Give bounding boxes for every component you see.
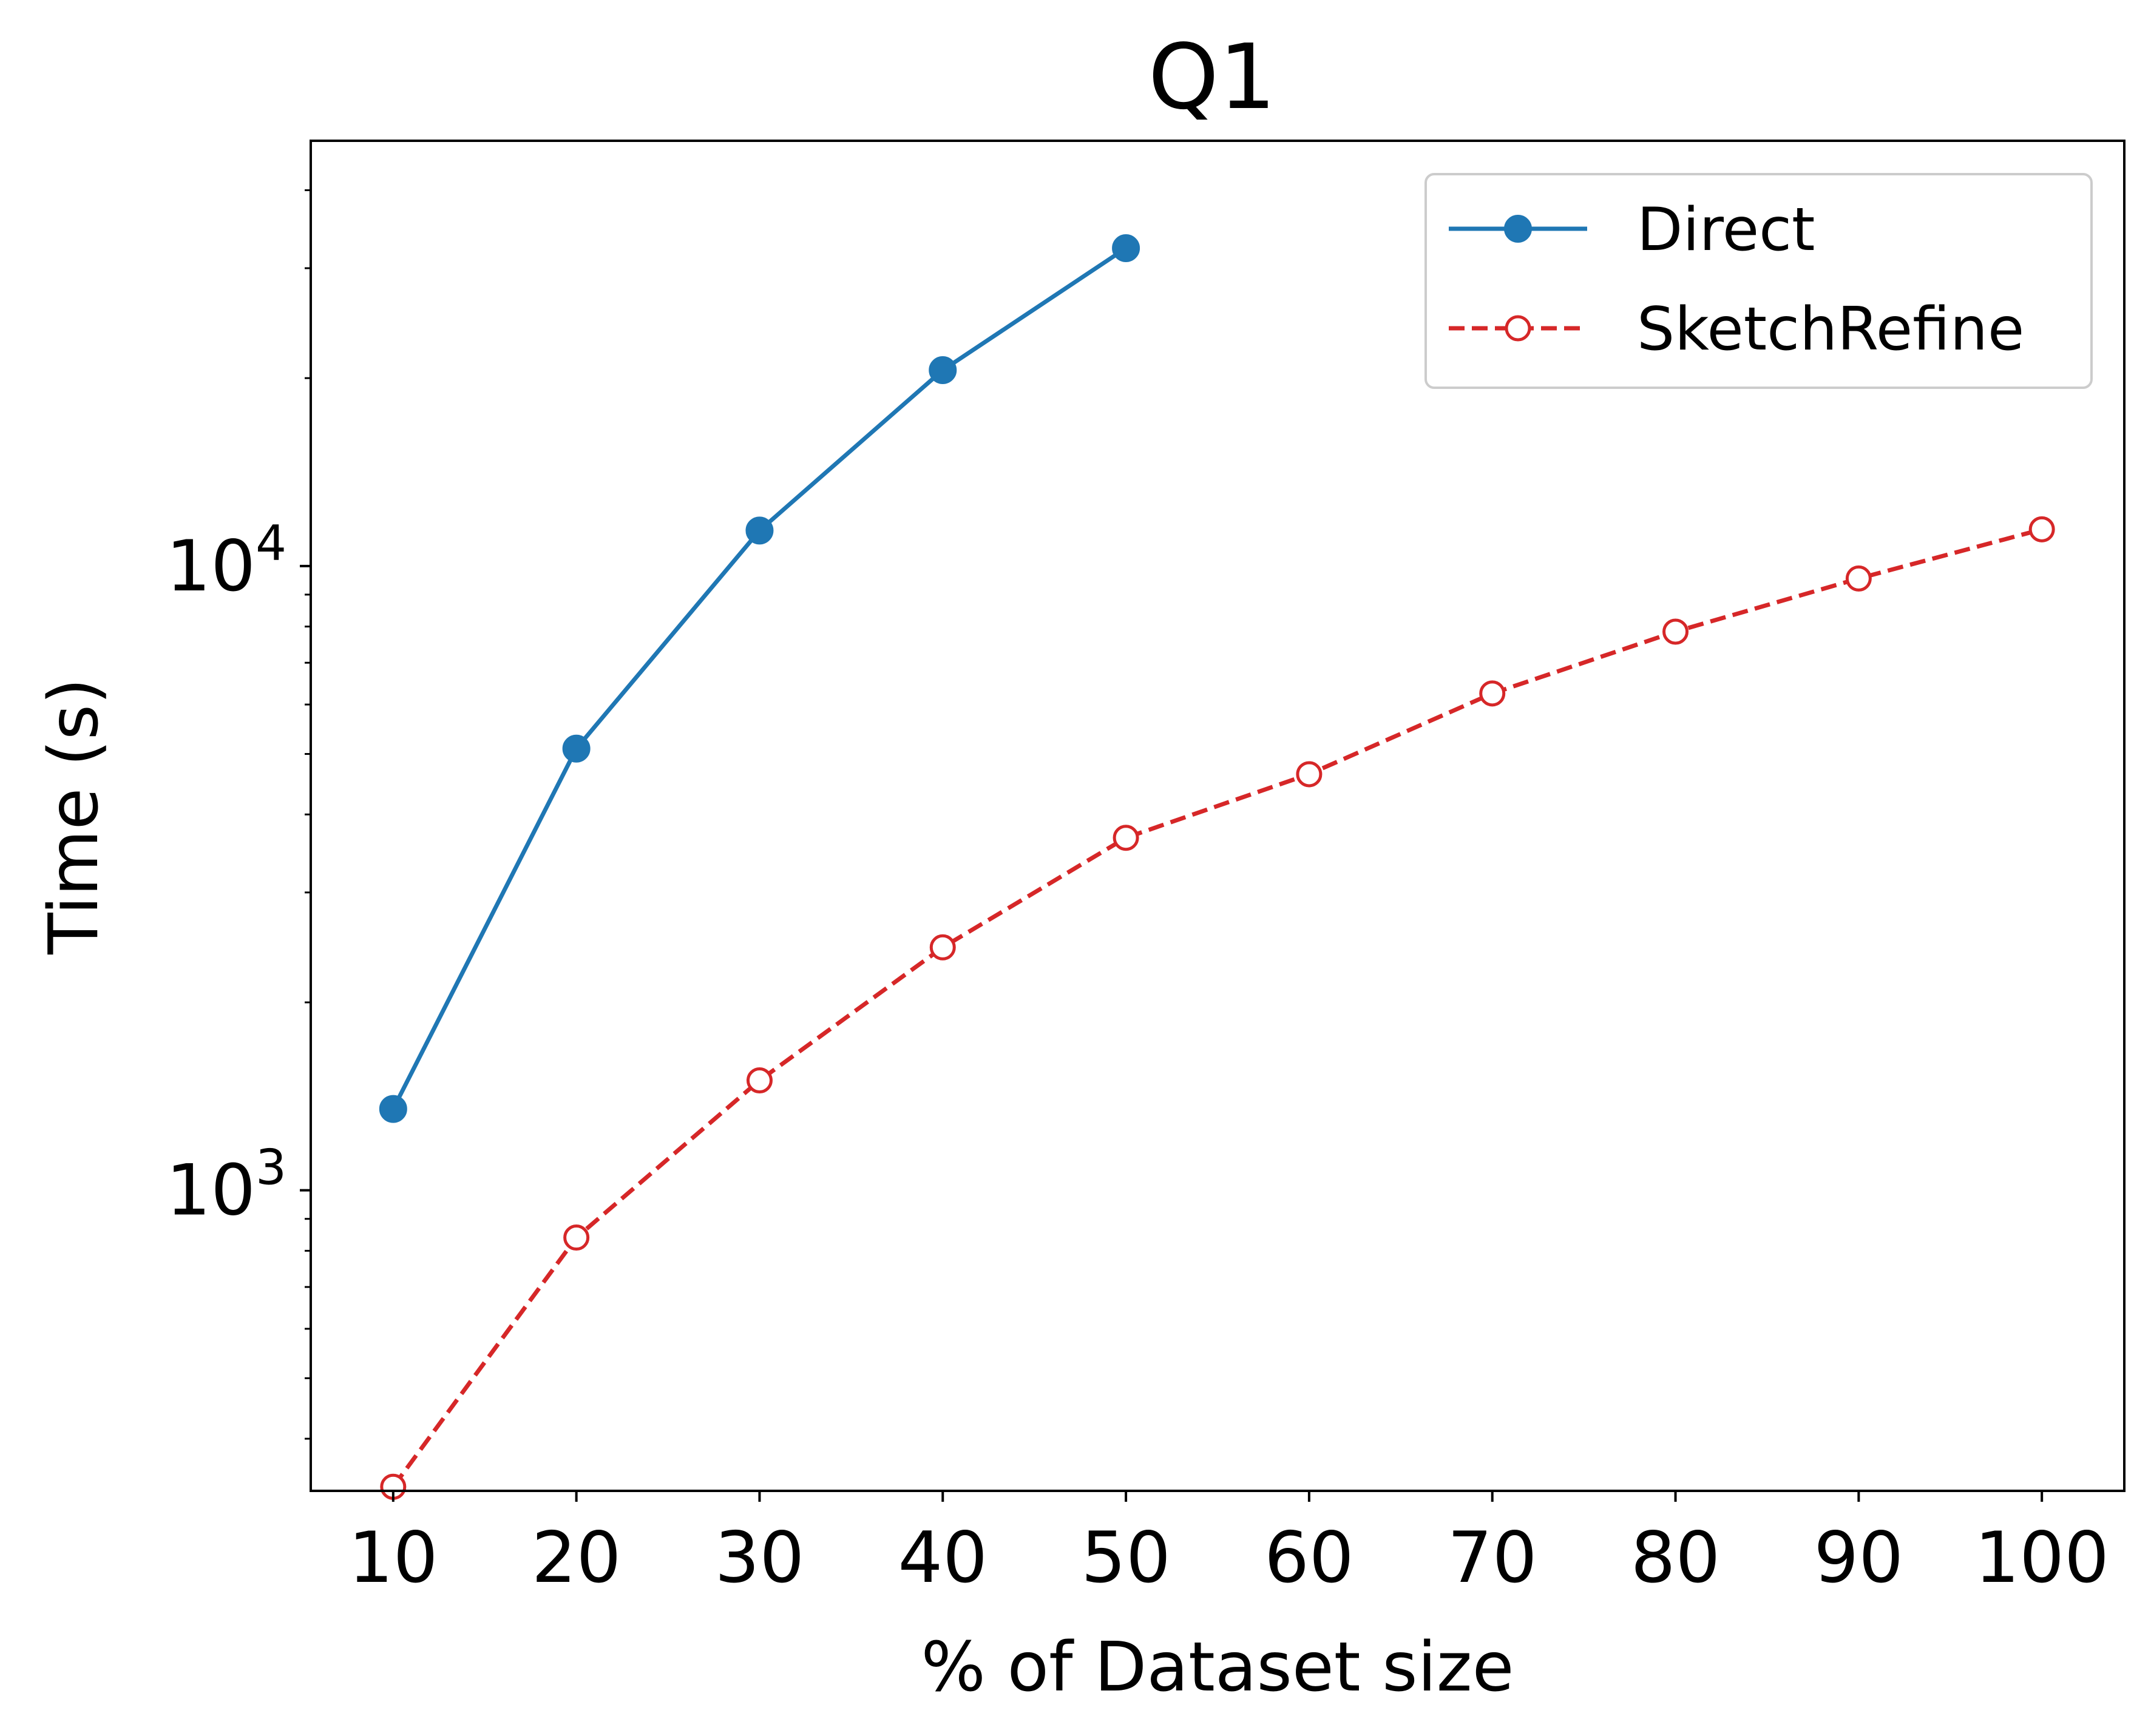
- y-tick-base: 10: [166, 525, 256, 607]
- x-tick-label: 40: [898, 1517, 987, 1599]
- legend-frame: [1424, 173, 2093, 389]
- x-tick-label: 10: [348, 1517, 438, 1599]
- x-tick-label: 100: [1974, 1517, 2109, 1599]
- data-point-sketchrefine: [1845, 565, 1872, 592]
- data-point-direct: [562, 734, 591, 763]
- data-point-sketchrefine: [1113, 825, 1139, 851]
- x-tick-label: 90: [1814, 1517, 1904, 1599]
- series-line-direct: [391, 246, 1128, 1110]
- data-point-direct: [929, 356, 957, 384]
- x-tick-label: 30: [715, 1517, 805, 1599]
- plot-frame: [310, 140, 2126, 1492]
- legend-label-sketchrefine: SketchRefine: [1637, 295, 2024, 364]
- y-tick-base: 10: [166, 1150, 256, 1232]
- plot-area: [379, 234, 2055, 1500]
- data-point-direct: [379, 1095, 407, 1123]
- y-tick-exponent: 3: [256, 1140, 286, 1196]
- data-point-sketchrefine: [2028, 516, 2055, 542]
- data-point-sketchrefine: [1662, 618, 1689, 645]
- data-point-direct: [745, 516, 774, 545]
- data-point-sketchrefine: [1479, 680, 1506, 707]
- x-tick-label: 20: [532, 1517, 622, 1599]
- y-tick-label: 103: [166, 1140, 286, 1232]
- x-tick-label: 80: [1631, 1517, 1721, 1599]
- y-axis-label: Time (s): [35, 678, 113, 954]
- legend-marker-direct: [1504, 215, 1532, 243]
- x-axis-label: % of Dataset size: [921, 1628, 1514, 1707]
- data-point-sketchrefine: [563, 1224, 590, 1251]
- y-tick-label: 104: [166, 515, 286, 607]
- legend-label-direct: Direct: [1637, 195, 1815, 265]
- x-tick-label: 50: [1081, 1517, 1171, 1599]
- series-line-sketchrefine: [391, 527, 2043, 1488]
- legend: Direct SketchRefine: [1424, 173, 2093, 389]
- data-point-direct: [1112, 234, 1140, 262]
- x-tick-label: 60: [1264, 1517, 1354, 1599]
- data-point-sketchrefine: [1296, 761, 1323, 788]
- legend-marker-sketchrefine: [1505, 315, 1531, 342]
- data-point-sketchrefine: [746, 1067, 773, 1093]
- data-point-sketchrefine: [929, 934, 956, 961]
- y-tick-exponent: 4: [256, 515, 286, 572]
- chart-title: Q1: [1148, 25, 1276, 129]
- x-tick-label: 70: [1448, 1517, 1537, 1599]
